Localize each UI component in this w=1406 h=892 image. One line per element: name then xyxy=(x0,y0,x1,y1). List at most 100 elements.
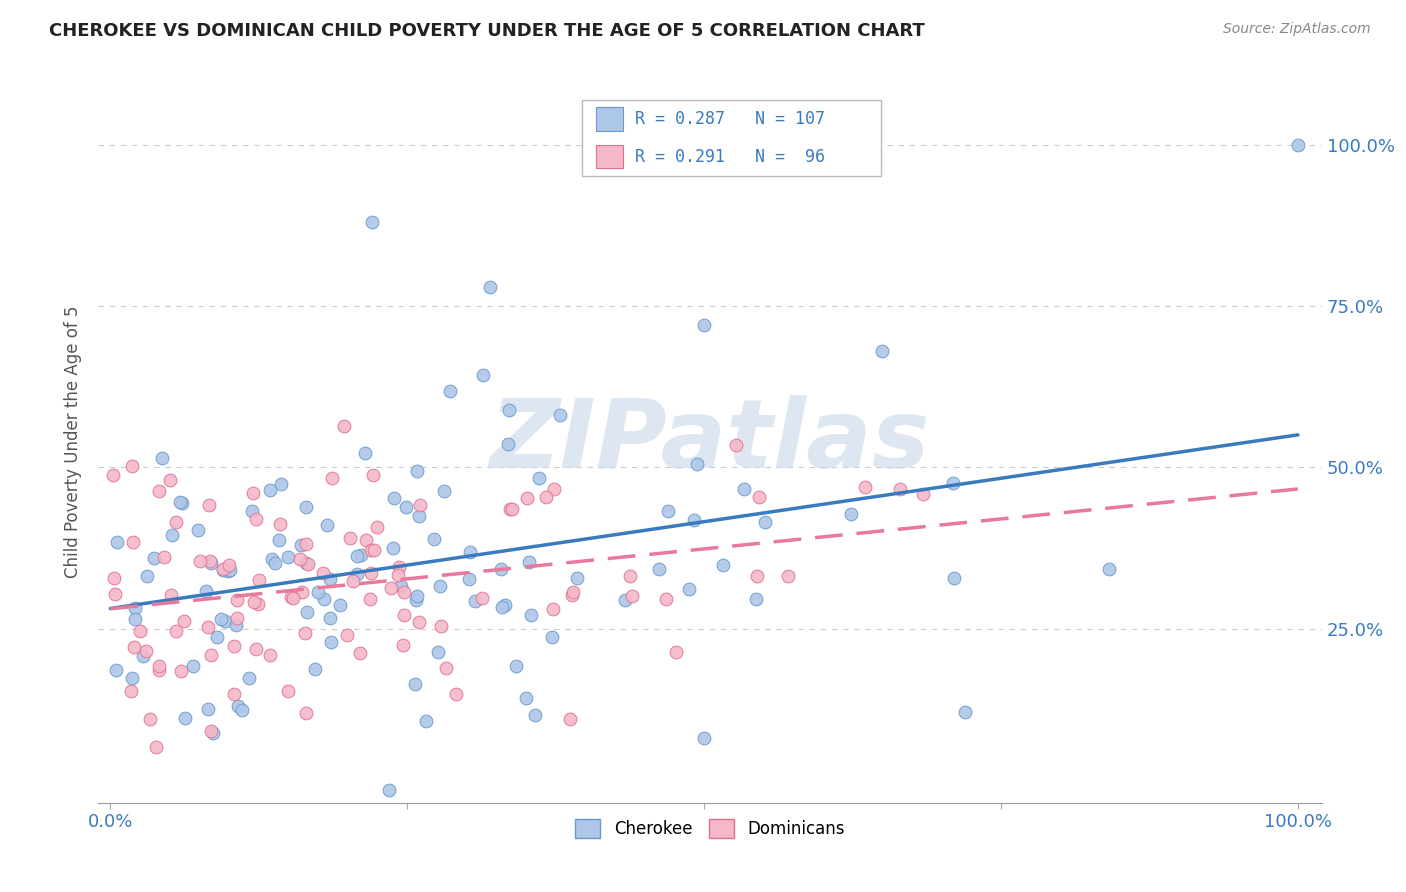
Point xyxy=(541,601,564,615)
Point xyxy=(350,548,373,562)
Point xyxy=(515,691,537,706)
Point xyxy=(392,584,415,599)
Point xyxy=(160,528,183,542)
Point xyxy=(222,687,245,701)
Point xyxy=(283,591,305,605)
Point xyxy=(226,610,249,624)
Point xyxy=(1286,137,1309,152)
Point xyxy=(200,556,222,570)
Point xyxy=(471,368,494,382)
Point xyxy=(405,464,427,478)
Point xyxy=(613,593,636,607)
Text: Source: ZipAtlas.com: Source: ZipAtlas.com xyxy=(1223,22,1371,37)
Point xyxy=(194,584,217,599)
Point xyxy=(103,571,125,585)
Point xyxy=(422,532,444,546)
Point xyxy=(748,491,770,505)
Point xyxy=(269,517,291,532)
Point xyxy=(619,569,641,583)
Point xyxy=(260,552,283,566)
Point xyxy=(101,468,124,483)
Point xyxy=(211,562,233,576)
Point xyxy=(200,724,222,739)
Point xyxy=(304,662,326,676)
Point xyxy=(225,618,247,632)
Point xyxy=(404,677,426,691)
Point xyxy=(188,553,211,567)
Point xyxy=(294,625,316,640)
Legend: Cherokee, Dominicans: Cherokee, Dominicans xyxy=(568,813,852,845)
Point xyxy=(381,541,404,556)
Point xyxy=(565,571,588,585)
Point xyxy=(148,483,170,498)
Point xyxy=(263,557,285,571)
Point xyxy=(132,649,155,664)
Point xyxy=(366,520,388,534)
Point xyxy=(754,515,776,529)
Point xyxy=(346,567,368,582)
Point xyxy=(121,459,143,474)
Point xyxy=(342,574,364,588)
Point xyxy=(148,658,170,673)
Point xyxy=(336,628,359,642)
Point xyxy=(226,699,249,714)
Point xyxy=(408,508,430,523)
Point xyxy=(678,582,700,596)
Point xyxy=(657,504,679,518)
Point xyxy=(392,607,415,622)
Point xyxy=(209,612,232,626)
Point xyxy=(665,645,688,659)
Point xyxy=(121,534,143,549)
Point xyxy=(458,572,481,586)
Point xyxy=(359,592,381,607)
Point xyxy=(519,608,541,623)
Point xyxy=(498,436,520,450)
Point xyxy=(270,476,292,491)
Point xyxy=(218,558,240,572)
Point xyxy=(135,644,157,658)
Point xyxy=(277,549,299,564)
Point xyxy=(354,533,377,548)
Point xyxy=(415,714,437,729)
Point xyxy=(683,513,706,527)
Point xyxy=(136,569,159,583)
Point xyxy=(294,706,316,720)
Point xyxy=(408,615,430,630)
Point xyxy=(406,589,429,603)
Point xyxy=(911,487,934,501)
Point xyxy=(942,571,965,585)
Point xyxy=(174,711,197,725)
Point xyxy=(170,496,193,510)
Point xyxy=(295,500,318,515)
Point xyxy=(494,598,516,612)
Point xyxy=(312,566,335,581)
Point xyxy=(212,562,235,576)
Point xyxy=(534,490,557,504)
Point xyxy=(433,484,456,499)
Point xyxy=(361,467,384,482)
Point xyxy=(214,614,236,628)
Point xyxy=(516,491,538,505)
Point xyxy=(471,591,494,605)
Point xyxy=(1097,562,1119,576)
Point xyxy=(392,638,415,652)
Point xyxy=(307,585,329,599)
Point xyxy=(517,555,540,569)
Point xyxy=(169,495,191,509)
Point xyxy=(187,523,209,537)
Point xyxy=(165,515,187,529)
Point xyxy=(280,590,302,604)
Point xyxy=(524,708,547,723)
Point xyxy=(430,619,453,633)
Point xyxy=(173,614,195,628)
Point xyxy=(242,595,264,609)
Point xyxy=(395,500,418,514)
Point xyxy=(360,543,382,558)
Point xyxy=(333,419,356,434)
Point xyxy=(104,587,127,601)
Point xyxy=(150,451,173,466)
Point xyxy=(724,438,747,452)
Point xyxy=(159,588,181,602)
Point xyxy=(259,648,281,662)
Point xyxy=(139,712,162,726)
